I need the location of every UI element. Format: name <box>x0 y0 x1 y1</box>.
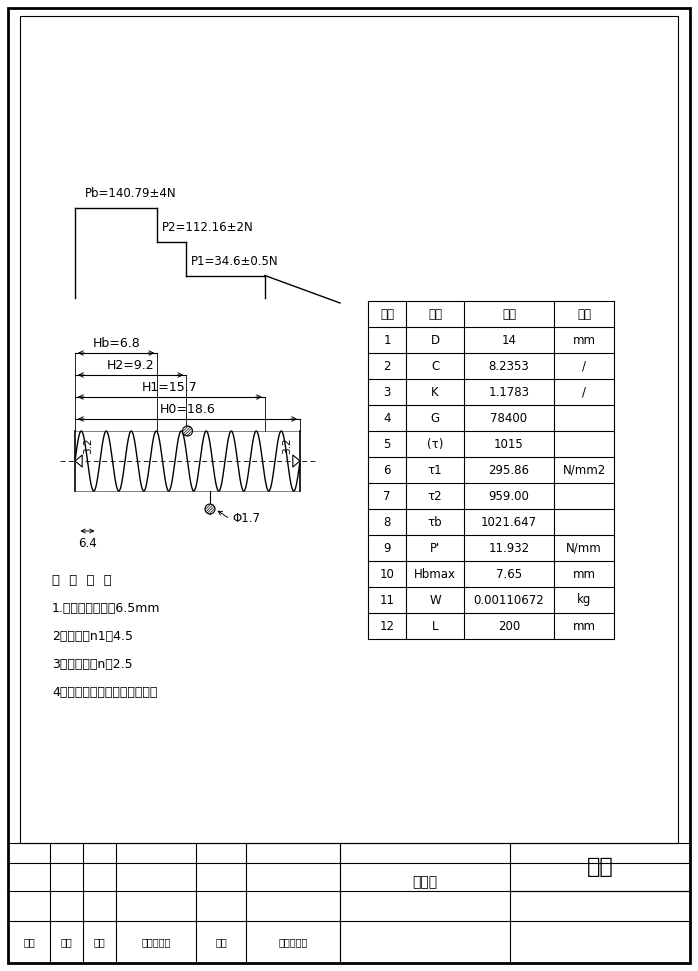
Text: P': P' <box>430 542 440 554</box>
Text: /: / <box>582 359 586 373</box>
Text: P2=112.16±2N: P2=112.16±2N <box>162 221 254 234</box>
Text: /: / <box>582 385 586 398</box>
Text: 签名: 签名 <box>215 937 227 947</box>
Text: 7: 7 <box>383 489 391 503</box>
Text: 8.2353: 8.2353 <box>489 359 529 373</box>
Text: 6: 6 <box>383 463 391 477</box>
Text: 3.2: 3.2 <box>83 438 94 454</box>
Text: N/mm2: N/mm2 <box>563 463 606 477</box>
Text: 10: 10 <box>380 567 394 581</box>
Text: 1015: 1015 <box>494 438 524 451</box>
Text: 1021.647: 1021.647 <box>481 516 537 528</box>
Text: 5: 5 <box>383 438 391 451</box>
Circle shape <box>182 426 193 436</box>
Text: kg: kg <box>577 593 591 607</box>
Text: 弹簧: 弹簧 <box>586 857 614 877</box>
Text: D: D <box>431 333 440 347</box>
Text: τb: τb <box>428 516 443 528</box>
Text: 更改文件号: 更改文件号 <box>141 937 171 947</box>
Polygon shape <box>292 455 300 467</box>
Text: 1.1783: 1.1783 <box>489 385 530 398</box>
Text: 分区: 分区 <box>94 937 105 947</box>
Text: N/mm: N/mm <box>566 542 602 554</box>
Text: C: C <box>431 359 439 373</box>
Text: 1.右旋，工作行程6.5mm: 1.右旋，工作行程6.5mm <box>52 602 161 616</box>
Text: Φ1.7: Φ1.7 <box>232 513 260 525</box>
Text: 7.65: 7.65 <box>496 567 522 581</box>
Text: mm: mm <box>572 567 595 581</box>
Text: 3.2: 3.2 <box>282 438 292 454</box>
Text: 代号: 代号 <box>428 308 442 320</box>
Text: 12: 12 <box>380 619 394 632</box>
Text: W: W <box>429 593 441 607</box>
Text: K: K <box>431 385 439 398</box>
Text: 数值: 数值 <box>502 308 516 320</box>
Text: 11: 11 <box>380 593 394 607</box>
Text: 14: 14 <box>501 333 517 347</box>
Text: 2: 2 <box>383 359 391 373</box>
Text: 8: 8 <box>383 516 391 528</box>
Text: 序号: 序号 <box>380 308 394 320</box>
Text: Hbmax: Hbmax <box>414 567 456 581</box>
Text: 标记: 标记 <box>23 937 35 947</box>
Text: 11.932: 11.932 <box>489 542 530 554</box>
Text: τ1: τ1 <box>428 463 443 477</box>
Text: 单位: 单位 <box>577 308 591 320</box>
Text: 3: 3 <box>383 385 391 398</box>
Polygon shape <box>75 455 82 467</box>
Text: H0=18.6: H0=18.6 <box>160 403 216 416</box>
Circle shape <box>205 504 215 514</box>
Text: P1=34.6±0.5N: P1=34.6±0.5N <box>191 254 279 267</box>
Text: 1: 1 <box>383 333 391 347</box>
Text: 2，总圈数n1＝4.5: 2，总圈数n1＝4.5 <box>52 630 133 644</box>
Text: 技  术  要  求: 技 术 要 求 <box>52 575 112 587</box>
Text: 295.86: 295.86 <box>489 463 530 477</box>
Text: 弹簧钢: 弹簧钢 <box>413 875 438 889</box>
Text: 78400: 78400 <box>491 412 528 424</box>
Text: H2=9.2: H2=9.2 <box>107 359 154 372</box>
Text: 4，两端磨平，表面防锈处理。: 4，两端磨平，表面防锈处理。 <box>52 686 157 699</box>
Text: H1=15.7: H1=15.7 <box>142 381 198 394</box>
Text: 6.4: 6.4 <box>78 537 97 550</box>
Text: 0.00110672: 0.00110672 <box>474 593 544 607</box>
Text: 年、月、日: 年、月、日 <box>279 937 308 947</box>
Text: 3，有效圈数n＝2.5: 3，有效圈数n＝2.5 <box>52 658 133 672</box>
Text: mm: mm <box>572 619 595 632</box>
Text: Pb=140.79±4N: Pb=140.79±4N <box>85 187 177 200</box>
Text: 200: 200 <box>498 619 520 632</box>
Text: 959.00: 959.00 <box>489 489 530 503</box>
Text: G: G <box>431 412 440 424</box>
Text: 9: 9 <box>383 542 391 554</box>
Text: Hb=6.8: Hb=6.8 <box>92 337 140 350</box>
Text: (τ): (τ) <box>426 438 443 451</box>
Text: L: L <box>432 619 438 632</box>
Text: 4: 4 <box>383 412 391 424</box>
Text: mm: mm <box>572 333 595 347</box>
Text: 处数: 处数 <box>61 937 73 947</box>
Text: τ2: τ2 <box>428 489 443 503</box>
Bar <box>20 16 678 843</box>
